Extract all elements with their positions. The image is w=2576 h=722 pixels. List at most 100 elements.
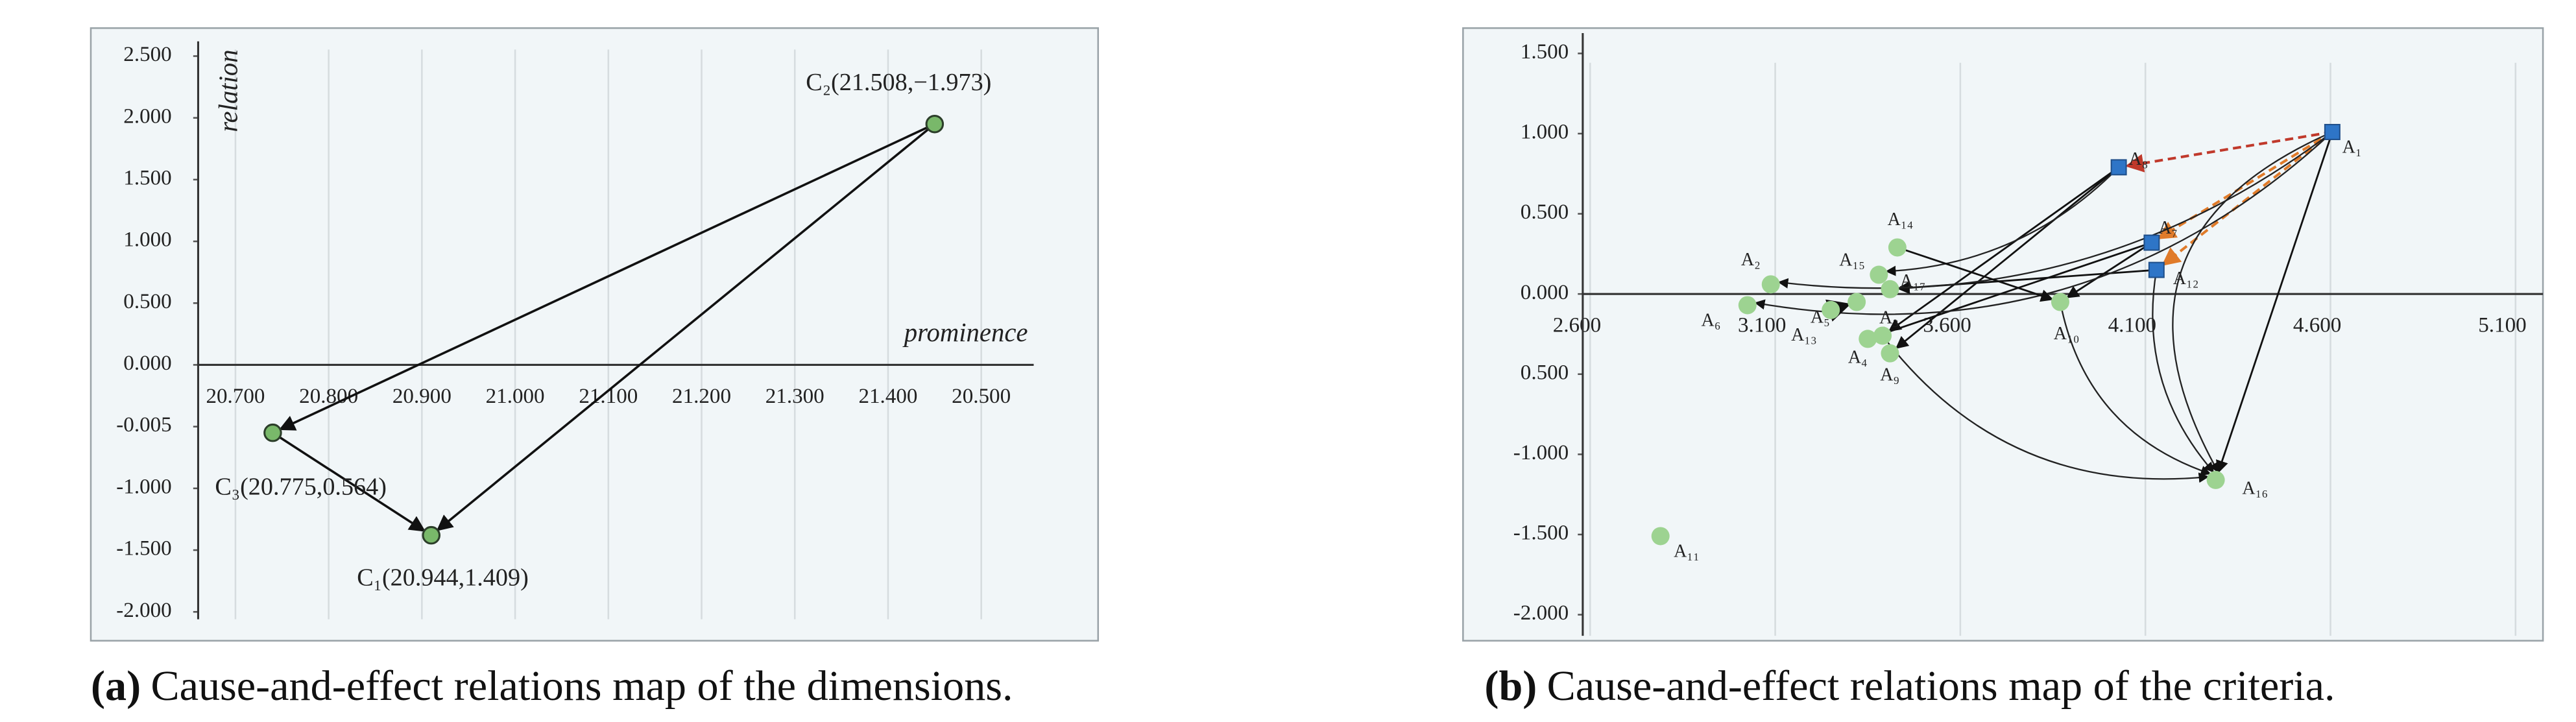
point [422,525,441,545]
relation-arrow [2065,241,2152,298]
point [2148,261,2165,278]
y-tick-label: -0.005 [116,413,171,437]
point [2324,124,2341,140]
point-label: C₃(20.775,0.564) [215,473,387,500]
caption-label: (a) [91,662,141,710]
y-tick-label: 0.500 [123,290,171,313]
point [1848,293,1866,311]
chart-panel: 2.600 3.100 3.600 4.100 4.600 5.1001.5001.000… [1462,27,2544,710]
x-axis-label: prominence [902,318,1028,347]
x-tick-label: 20.500 [952,385,1011,408]
relation-curve [2172,131,2333,474]
caption-text: Cause-and-effect relations map of the di… [150,662,1013,710]
point-label: C₁(20.944,1.409) [357,564,529,592]
relation-curve [2152,269,2215,473]
x-tick-label: 2.600 [1553,314,1601,337]
point [1859,330,1877,348]
point-label: A₁₅ [1839,250,1865,271]
relation-curve [1882,335,2209,483]
point [263,423,282,442]
y-tick-label: 2.500 [123,43,171,66]
point-label: A₃ [1879,307,1899,328]
point-label: A₁₁ [1674,541,1700,561]
y-tick-label: 0.500 [1521,361,1569,384]
relation-arrow [1888,166,2119,332]
y-tick-label: -2.000 [116,599,171,622]
y-tick-label: 1.500 [1521,40,1569,64]
point [1822,300,1840,319]
point-label: A₁₂ [2173,269,2199,289]
point [2206,470,2225,489]
x-tick-label: 21.000 [486,385,545,408]
caption: (a) Cause-and-effect relations map of the… [91,662,1013,710]
caption-label: (b) [1484,662,1537,710]
point-label: A₁ [2342,137,2362,157]
y-tick-label: -2.000 [1513,601,1569,625]
point-label: A₁₀ [2054,324,2080,344]
relation-arrow [272,431,426,532]
y-tick-label: 2.000 [123,104,171,128]
point [1651,527,1670,546]
relation-curve [1885,167,2119,276]
y-tick-label: 1.000 [123,228,171,252]
point [925,114,945,134]
point [2110,159,2127,176]
point-label: A₁₃ [1791,325,1817,345]
point-label: A₁₇ [1900,271,1926,291]
caption: (b) Cause-and-effect relations map of the… [1484,662,2335,710]
y-tick-label: -1.500 [116,537,171,560]
point [2051,293,2069,311]
x-tick-label: 3.100 [1738,314,1786,337]
point [1881,344,1899,363]
point-label: A₁₄ [1888,210,1914,230]
x-tick-label: 20.700 [206,385,265,408]
relation-arrow [278,123,935,431]
caption-text: Cause-and-effect relations map of the cr… [1547,662,2335,710]
y-tick-label: 0.500 [1521,200,1569,224]
point [1761,275,1780,294]
relation-curve [2059,302,2211,476]
chart-panel: 20.700 20.800 20.900 21.000 21.100 21.200 21.3… [90,27,1100,710]
point-label: A₉ [1880,365,1899,385]
relation-arrow [2157,130,2333,240]
point [1873,326,1892,345]
y-tick-label: -1.000 [1513,441,1569,464]
point [1870,265,1888,284]
relation-arrow [2215,132,2333,474]
point-label: A₆ [1702,310,1721,330]
plot-frame [1462,27,2544,642]
relation-arrow [2125,130,2333,173]
point-label: A₈ [2128,149,2148,169]
point-label: A₇ [2158,218,2178,238]
relation-arrow [1895,166,2120,349]
relation-arrow [1874,241,2152,339]
point [2143,234,2160,251]
relation-arrow [436,123,935,531]
x-tick-label: 20.900 [392,385,451,408]
point [1888,238,1907,257]
x-tick-label: 4.600 [2293,314,2341,337]
relation-arrow [1897,247,2054,302]
y-tick-label: 1.000 [1521,121,1569,144]
x-tick-label: 5.100 [2478,314,2526,337]
x-tick-label: 21.200 [672,385,731,408]
point-label: A₄ [1848,347,1868,367]
y-tick-label: 0.000 [1521,281,1569,304]
y-tick-label: 1.500 [123,166,171,189]
x-tick-label: 21.300 [765,385,825,408]
x-tick-label: 21.100 [579,385,638,408]
point-label: A₂ [1741,250,1761,270]
y-tick-label: -1.500 [1513,522,1569,545]
point-label: A₁₆ [2242,479,2268,499]
y-tick-label: 0.000 [123,352,171,375]
y-tick-label: -1.000 [116,475,171,498]
y-axis-label: relation [214,49,243,132]
point [1738,296,1757,315]
x-tick-label: 4.100 [2108,314,2156,337]
relation-curve [1777,131,2333,289]
x-tick-label: 21.400 [858,385,917,408]
point-label: C₂(21.508,−1.973) [806,69,991,96]
point [1881,280,1899,298]
